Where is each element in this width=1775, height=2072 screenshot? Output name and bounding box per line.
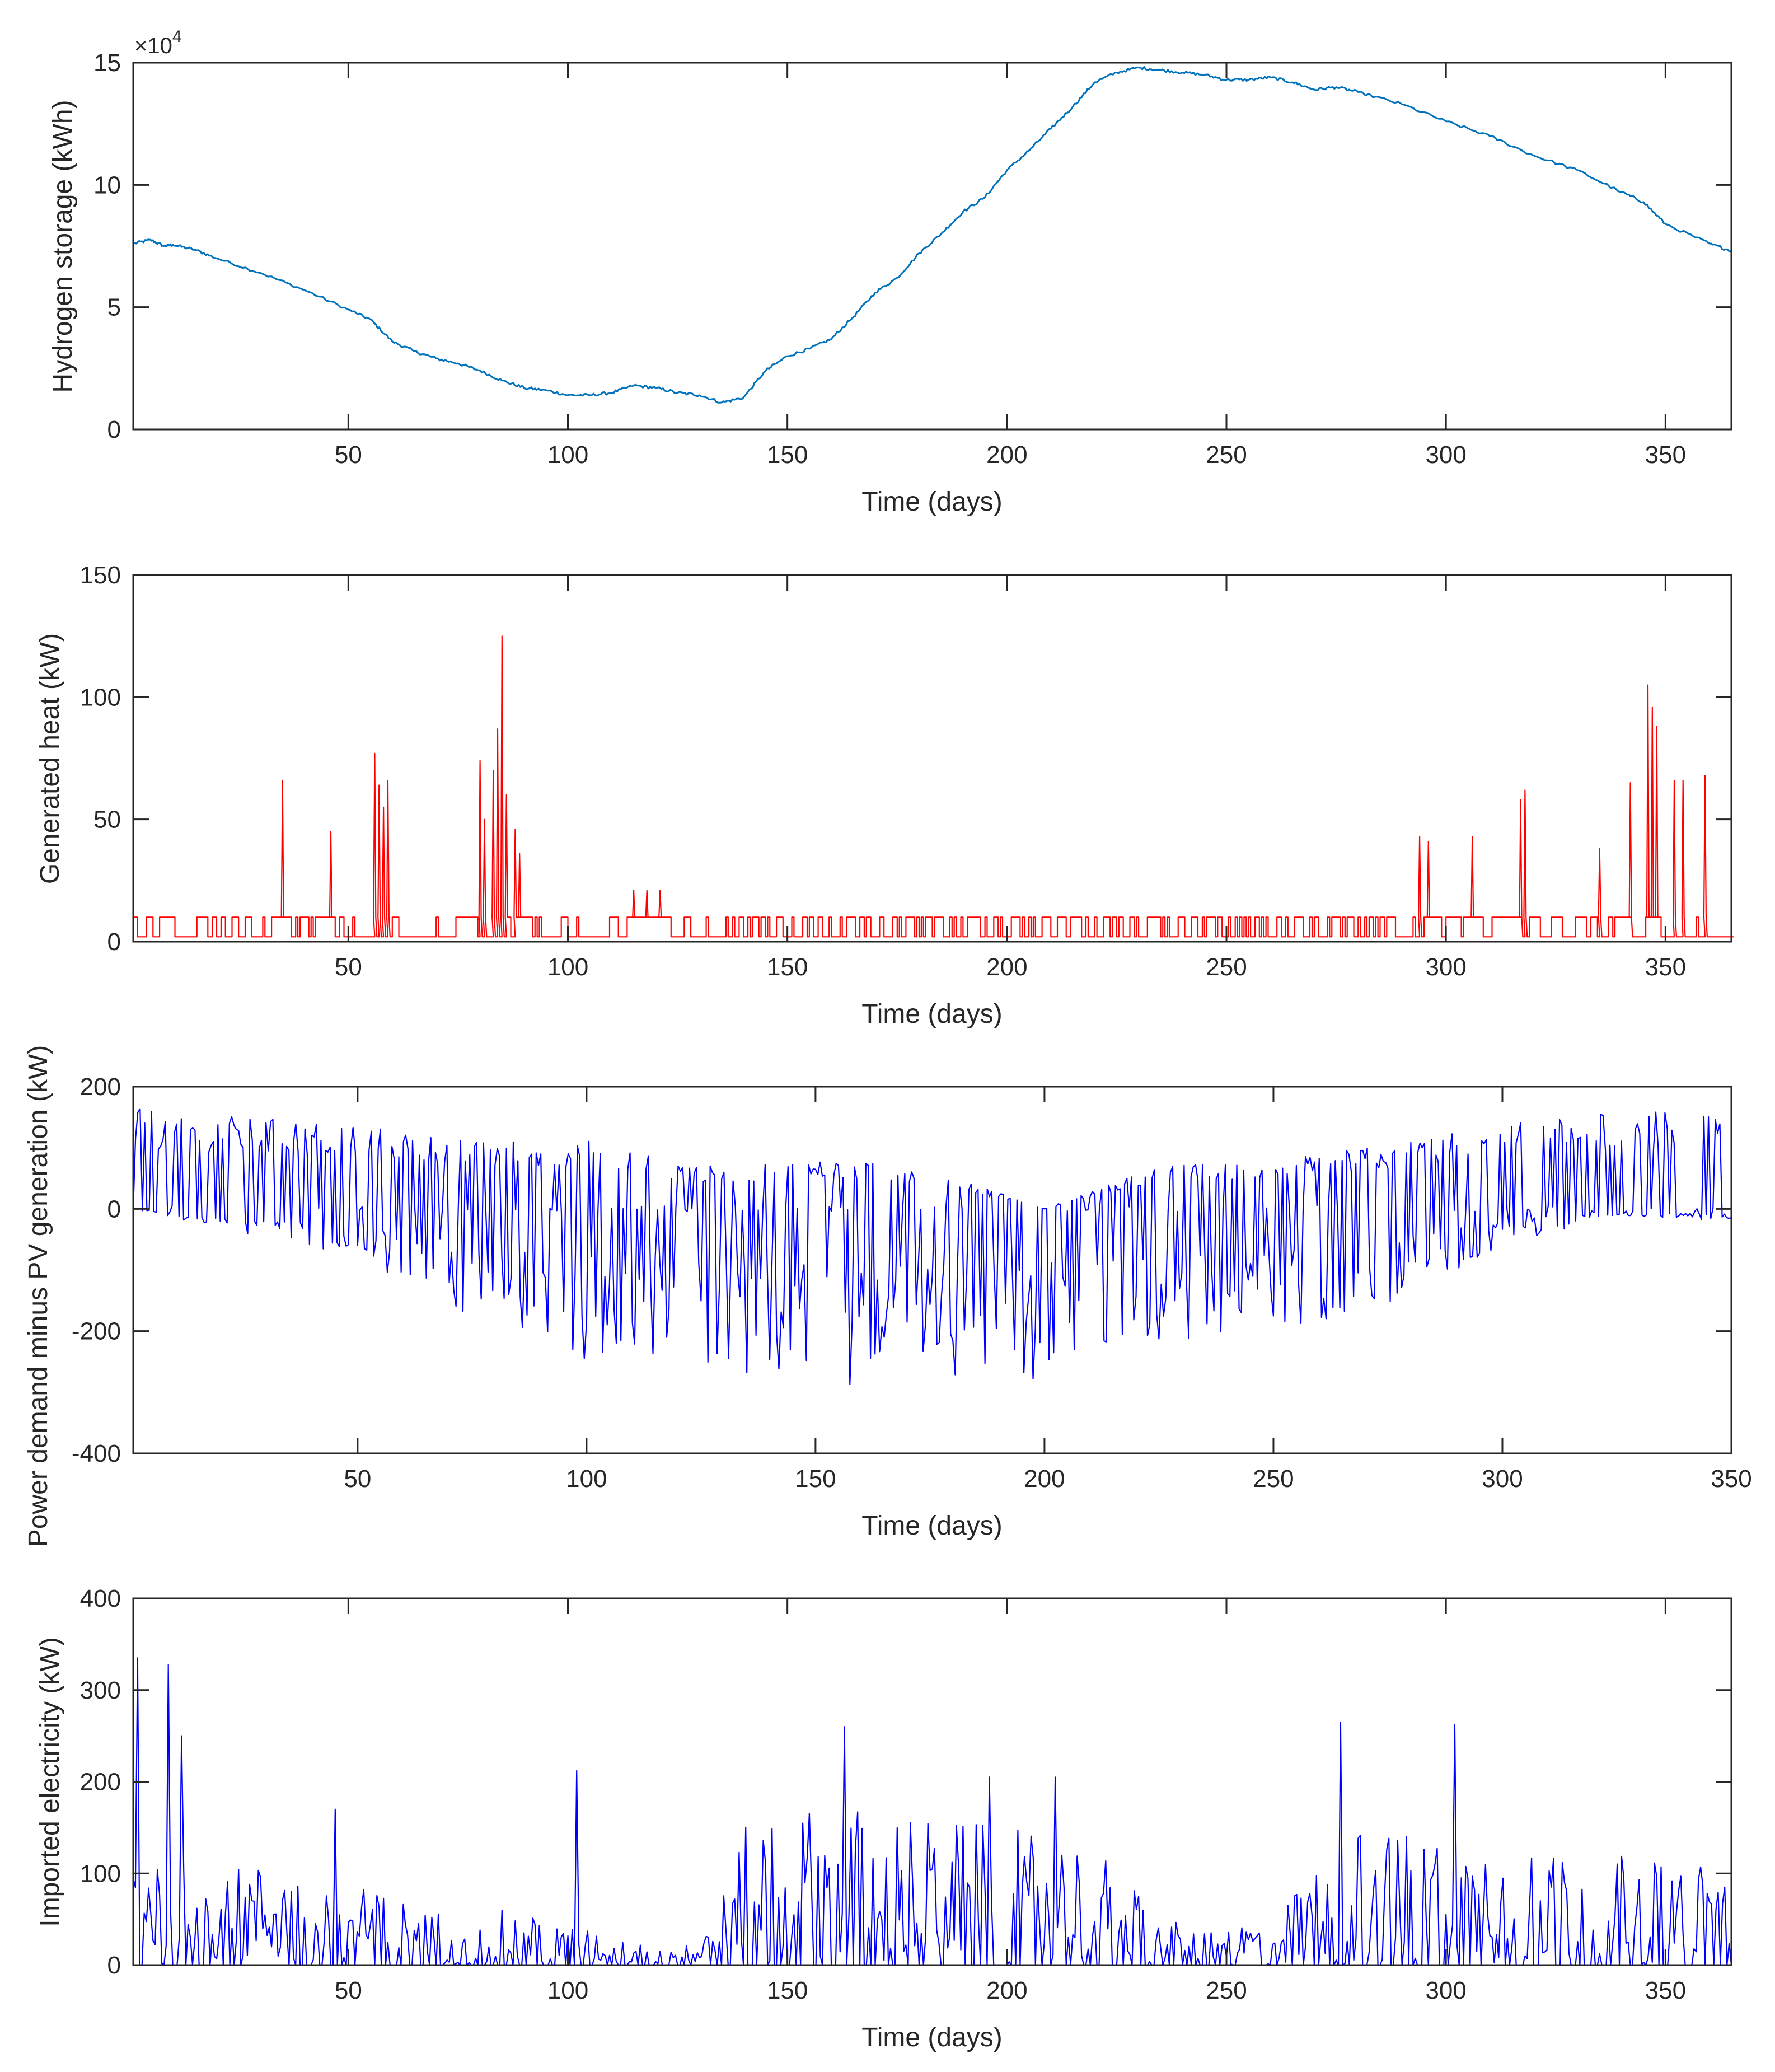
x-tick-label: 250: [1253, 1465, 1294, 1493]
net-demand-tick-marks: [133, 1086, 1732, 1454]
y-tick-label: 0: [107, 1195, 121, 1223]
hydrogen-tick-marks: [133, 62, 1731, 431]
x-tick-label: 250: [1206, 1977, 1247, 2004]
hydrogen-x-axis-label: Time (days): [861, 487, 1003, 517]
y-tick-label: 50: [93, 806, 121, 834]
heat-axes-box: [132, 574, 1732, 943]
x-tick-label: 50: [335, 441, 362, 469]
x-tick-label: 300: [1425, 953, 1466, 981]
net-demand-x-tick-labels: 50 100 150 200 250 300 350: [344, 1465, 1751, 1493]
x-tick-label: 200: [986, 441, 1027, 469]
y-tick-label: 150: [80, 562, 121, 589]
hydrogen-storage-series-line: [133, 66, 1732, 404]
y-tick-label: 0: [107, 416, 121, 443]
x-tick-label: 100: [547, 953, 588, 981]
x-tick-label: 200: [1024, 1465, 1065, 1493]
x-tick-label: 300: [1425, 441, 1466, 469]
imported-y-tick-labels: 0 100 200 300 400: [80, 1585, 121, 1979]
y-tick-label: 200: [80, 1769, 121, 1796]
generated-heat-series-line: [133, 635, 1734, 938]
x-tick-label: 100: [547, 441, 588, 469]
x-tick-label: 50: [335, 953, 362, 981]
y-tick-label: 0: [107, 928, 121, 956]
y-tick-label: -400: [72, 1440, 121, 1467]
hydrogen-y-exponent: ×104: [134, 27, 182, 58]
x-tick-label: 150: [767, 1977, 808, 2004]
y-tick-label: 5: [107, 294, 121, 321]
imported-x-tick-labels: 50 100 150 200 250 300 350: [335, 1977, 1686, 2004]
imported-y-axis-label: Imported electricity (kW): [35, 1637, 65, 1926]
x-tick-label: 350: [1711, 1465, 1751, 1493]
x-tick-label: 350: [1645, 441, 1686, 469]
hydrogen-x-tick-labels: 50 100 150 200 250 300 350: [335, 441, 1686, 469]
x-tick-label: 150: [795, 1465, 836, 1493]
net-demand-x-axis-label: Time (days): [861, 1511, 1003, 1541]
heat-y-tick-labels: 0 50 100 150: [80, 562, 121, 956]
y-tick-label: 200: [80, 1073, 121, 1101]
heat-y-axis-label: Generated heat (kW): [35, 633, 65, 884]
heat-x-tick-labels: 50 100 150 200 250 300 350: [335, 953, 1686, 981]
y-tick-label: -200: [72, 1318, 121, 1345]
x-tick-label: 300: [1482, 1465, 1523, 1493]
net-demand-y-tick-labels: -400 -200 0 200: [72, 1073, 121, 1467]
hydrogen-axes-box: [132, 62, 1732, 431]
x-tick-label: 100: [547, 1977, 588, 2004]
net-demand-y-axis-label: Power demand minus PV generation (kW): [24, 1045, 53, 1547]
x-tick-label: 50: [335, 1977, 362, 2004]
net-demand-axes-box: [132, 1086, 1732, 1454]
x-tick-label: 250: [1206, 953, 1247, 981]
x-tick-label: 200: [986, 953, 1027, 981]
x-tick-label: 350: [1645, 1977, 1686, 2004]
x-tick-label: 50: [344, 1465, 371, 1493]
hydrogen-exponent-power: 4: [172, 27, 182, 46]
net-demand-series-line: [132, 1108, 1732, 1385]
net-demand-chart: 50 100 150 200 250 300 350 -400 -200 0 200 Time (…: [24, 1045, 1752, 1547]
y-tick-label: 300: [80, 1677, 121, 1704]
imported-electricity-chart: 50 100 150 200 250 300 350 0 100 200 300 400 Time …: [35, 1585, 1732, 2052]
imported-line: [132, 1657, 1732, 1966]
imported-tick-marks: [133, 1597, 1731, 1966]
heat-x-axis-label: Time (days): [861, 999, 1003, 1029]
hydrogen-exponent-base: ×10: [134, 34, 172, 58]
hydrogen-y-axis-label: Hydrogen storage (kWh): [48, 100, 78, 393]
imported-electricity-series-line: [132, 1657, 1732, 1966]
y-tick-label: 15: [93, 49, 121, 77]
y-tick-label: 0: [107, 1952, 121, 1979]
heat-line: [133, 635, 1734, 938]
y-tick-label: 400: [80, 1585, 121, 1612]
y-tick-label: 100: [80, 684, 121, 711]
hydrogen-y-tick-labels: 0 5 10 15: [93, 49, 121, 443]
y-tick-label: 10: [93, 171, 121, 199]
heat-tick-marks: [133, 574, 1731, 943]
x-tick-label: 100: [566, 1465, 607, 1493]
x-tick-label: 150: [767, 441, 808, 469]
x-tick-label: 250: [1206, 441, 1247, 469]
x-tick-label: 350: [1645, 953, 1686, 981]
net-demand-line: [132, 1108, 1732, 1385]
y-tick-label: 100: [80, 1860, 121, 1887]
x-tick-label: 300: [1425, 1977, 1466, 2004]
hydrogen-line: [133, 66, 1732, 404]
x-tick-label: 200: [986, 1977, 1027, 2004]
generated-heat-chart: 50 100 150 200 250 300 350 0 50 100 150 Time (day…: [35, 562, 1734, 1029]
imported-x-axis-label: Time (days): [861, 2023, 1003, 2052]
x-tick-label: 150: [767, 953, 808, 981]
